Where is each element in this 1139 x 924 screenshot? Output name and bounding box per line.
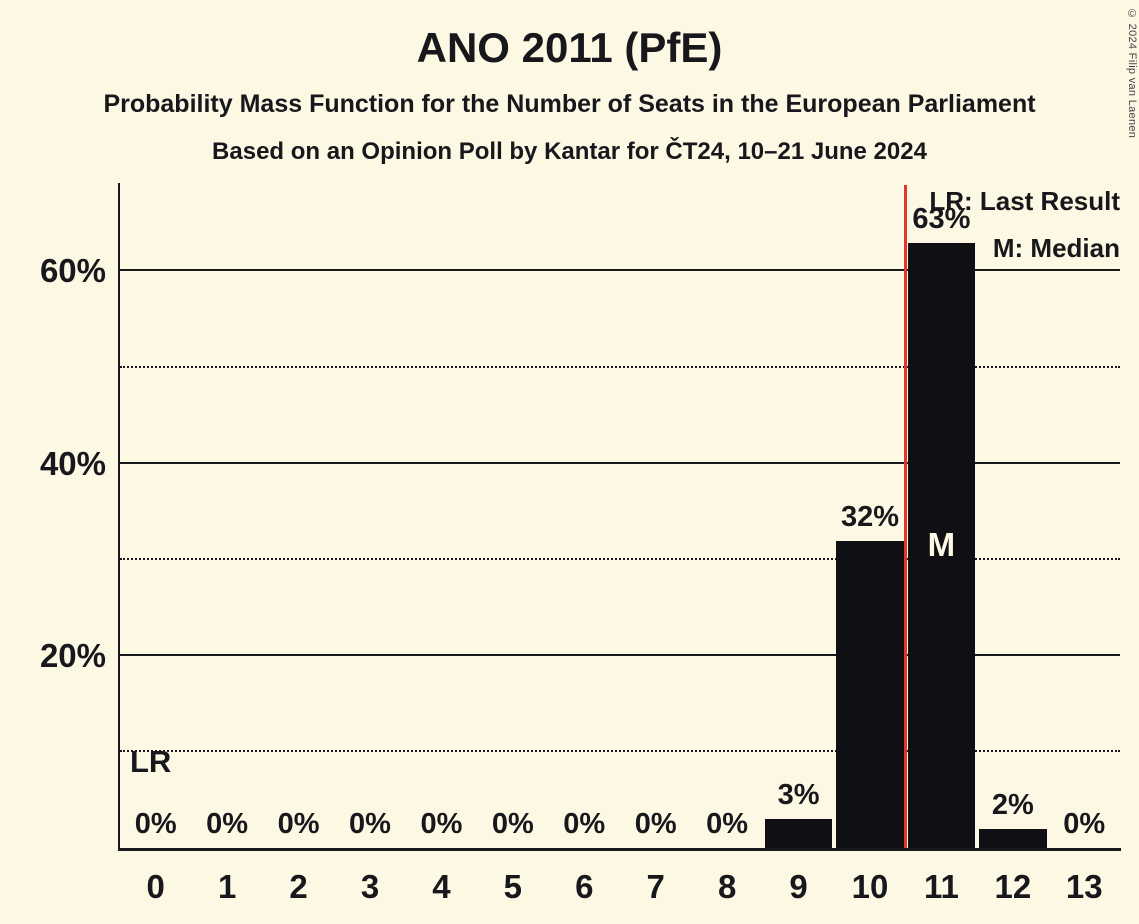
bar-seat-12	[979, 828, 1047, 848]
legend-median: M: Median	[992, 233, 1120, 263]
plot-area: 0% 0% 0% 0% 0% 0% 0% 0% 0% 3% 32% 63% 2% 0% M	[120, 185, 1120, 848]
chart-subtitle-1: Probability Mass Function for the Number…	[103, 90, 1036, 118]
copyright-text: © 2024 Filip van Laenen	[1126, 8, 1138, 139]
bar-value-label-seat-7: 0%	[634, 808, 677, 840]
chart-subtitle-2: Based on an Opinion Poll by Kantar for Č…	[212, 138, 927, 165]
bar-value-label-seat-10: 32%	[840, 500, 899, 533]
gridline-dotted-10pct	[120, 749, 1120, 752]
y-axis-line	[118, 183, 120, 848]
bar-value-label-seat-8: 0%	[706, 808, 749, 840]
gridline-dotted-50pct	[120, 365, 1120, 368]
bar-value-label-seat-13: 0%	[1063, 808, 1106, 840]
bar-value-label-seat-4: 0%	[420, 808, 463, 840]
x-tick-label-7: 7	[646, 868, 665, 905]
x-axis-line	[118, 848, 1121, 851]
bar-value-label-seat-9: 3%	[777, 779, 820, 812]
x-tick-label-4: 4	[432, 868, 451, 905]
x-tick-label-5: 5	[503, 868, 523, 905]
chart-title: ANO 2011 (PfE)	[416, 24, 723, 71]
bar-value-label-seat-11: 63%	[912, 202, 971, 235]
y-axis-ticks: 20% 40% 60%	[0, 185, 106, 848]
x-tick-label-11: 11	[923, 868, 959, 905]
last-result-line	[904, 185, 908, 848]
bar-seat-11	[907, 242, 976, 848]
x-tick-label-6: 6	[575, 868, 594, 905]
x-tick-label-12: 12	[994, 868, 1032, 905]
gridline-solid-60pct	[120, 269, 1120, 272]
bar-value-label-seat-6: 0%	[563, 808, 606, 840]
last-result-marker-label: LR	[130, 744, 172, 779]
x-tick-label-3: 3	[360, 868, 380, 905]
x-tick-label-13: 13	[1065, 868, 1103, 905]
y-tick-label-40pct: 40%	[39, 444, 106, 482]
bar-seat-10	[836, 540, 904, 848]
bar-seat-9	[764, 819, 833, 848]
x-tick-label-9: 9	[789, 868, 808, 905]
gridline-dotted-30pct	[120, 557, 1120, 560]
gridline-solid-40pct	[120, 461, 1120, 464]
x-tick-label-8: 8	[717, 868, 737, 905]
y-tick-label-20pct: 20%	[39, 636, 106, 674]
bar-value-label-seat-1: 0%	[206, 808, 249, 840]
gridline-solid-20pct	[120, 653, 1120, 656]
bar-value-label-seat-2: 0%	[277, 808, 320, 840]
x-axis-ticks: 0 1 2 3 4 5 6 7 8 9 10 11 12 13	[120, 868, 1120, 912]
x-tick-label-10: 10	[851, 868, 889, 905]
x-tick-label-0: 0	[146, 868, 165, 905]
median-label: M	[927, 526, 956, 564]
bar-value-label-seat-0: 0%	[134, 808, 177, 840]
legend-last-result: LR: Last Result	[929, 186, 1120, 216]
bar-value-label-seat-12: 2%	[991, 788, 1034, 821]
y-tick-label-60pct: 60%	[39, 252, 106, 290]
x-tick-label-1: 1	[217, 868, 237, 905]
bar-value-label-seat-5: 0%	[491, 808, 534, 840]
x-tick-label-2: 2	[289, 868, 308, 905]
bar-value-label-seat-3: 0%	[349, 808, 391, 840]
